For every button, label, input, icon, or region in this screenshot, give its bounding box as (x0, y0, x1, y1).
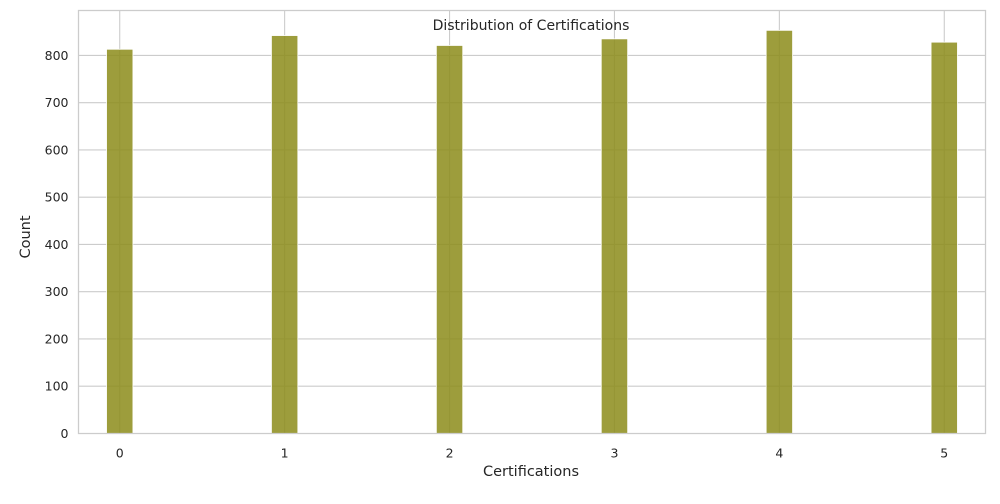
bar-certifications-1 (271, 35, 299, 434)
bar-certifications-3 (600, 38, 629, 434)
x-axis-label: Certifications (483, 464, 579, 480)
y-tick-label: 500 (45, 190, 69, 205)
y-tick-label: 300 (45, 284, 69, 299)
x-tick-label: 4 (775, 446, 783, 461)
bar-certifications-2 (435, 45, 464, 434)
y-tick-label: 800 (45, 48, 69, 63)
bar-certifications-0 (106, 48, 134, 434)
y-tick-label: 400 (45, 237, 69, 252)
x-tick-label: 0 (116, 446, 124, 461)
grid-layer (78, 10, 986, 435)
chart-title: Distribution of Certifications (433, 18, 630, 34)
plot-frame (77, 9, 987, 435)
y-tick-label: 600 (45, 142, 69, 157)
x-tick-label: 2 (446, 446, 454, 461)
y-axis-label: Count (18, 215, 34, 258)
x-tick-labels: 0 1 2 3 4 5 (116, 446, 948, 461)
x-tick-label: 5 (940, 446, 948, 461)
x-tick-label: 1 (281, 446, 289, 461)
y-tick-label: 0 (61, 426, 69, 441)
y-tick-label: 200 (45, 331, 69, 346)
y-tick-label: 100 (45, 379, 69, 394)
y-tick-label: 700 (45, 95, 69, 110)
bar-certifications-4 (765, 29, 793, 434)
bar-certifications-5 (930, 41, 958, 434)
bar-layer (106, 29, 958, 434)
x-tick-label: 3 (610, 446, 618, 461)
y-tick-labels: 0 100 200 300 400 500 600 700 800 (45, 48, 69, 441)
